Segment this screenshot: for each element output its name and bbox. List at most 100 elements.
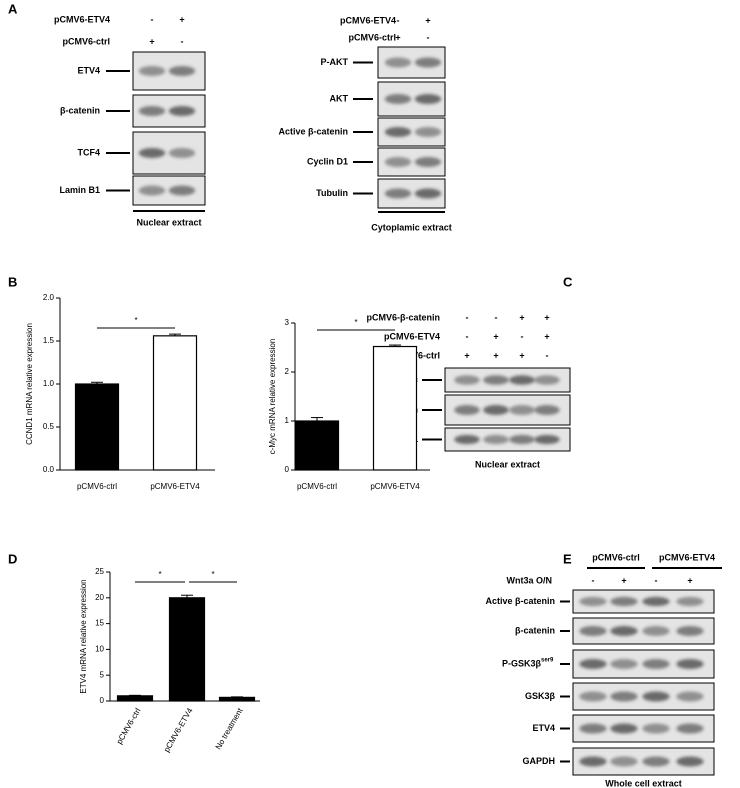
condition-label: pCMV6-ETV4 [54,14,110,24]
row-label: β-catenin [60,105,100,115]
x-tick-label: pCMV6-ETV4 [370,482,420,491]
blot-band [509,375,535,385]
condition-sign: - [655,575,658,585]
condition-sign: + [544,331,549,341]
blot-band [414,127,442,137]
row-label: P-AKT [321,57,349,67]
row-label: GSK3β [525,691,556,701]
bar [116,695,154,702]
blot-band [642,626,670,636]
y-axis-label: CCND1 mRNA relative expression [25,323,34,445]
row-label-superscript: ser9 [541,658,554,664]
blot-band [610,756,638,767]
y-tick-label: 0 [285,465,290,474]
row-label: β-catenin [515,625,555,635]
blot-band [509,434,535,445]
blot-band [579,596,607,607]
footer-label: Nuclear extract [475,459,540,469]
blot-band [534,434,560,445]
y-tick-label: 10 [95,645,104,654]
condition-label: pCMV6-ctrl [348,32,396,42]
y-tick-label: 2.0 [43,293,55,302]
y-axis-label: c-Myc mRNA relative expression [268,339,277,455]
footer-label: Nuclear extract [136,217,201,227]
condition-sign: + [149,36,154,46]
y-tick-label: 3 [285,318,290,327]
y-tick-label: 15 [95,619,104,628]
blot-band [138,148,166,158]
row-label: Tubulin [316,188,348,198]
condition-sign: + [493,331,498,341]
blot-band [168,66,196,76]
blot-band [610,691,638,702]
blot-band [168,185,196,196]
condition-sign: + [519,350,524,360]
condition-sign: - [397,15,400,25]
blot-band [384,94,412,104]
condition-sign: - [546,350,549,360]
x-tick-label: pCMV6-ctrl [77,482,117,491]
blot-band [579,756,607,767]
significance-star: * [158,570,161,579]
row-label: Cyclin D1 [307,156,348,166]
blot-band [642,596,670,607]
blot-band [676,723,704,734]
blot-band [138,185,166,196]
bar [74,383,120,471]
y-tick-label: 1.5 [43,336,55,345]
condition-sign: + [395,32,400,42]
blot-band [642,691,670,702]
blot-band [483,375,509,385]
blot-band [676,659,704,669]
condition-label: pCMV6-ETV4 [384,331,440,341]
blot-band [384,127,412,137]
condition-sign: - [181,36,184,46]
blot-band [579,659,607,669]
blot-band [454,434,480,445]
condition-label: Wnt3a O/N [506,575,552,585]
y-tick-label: 0.5 [43,422,55,431]
blot-band [138,66,166,76]
footer-label: Whole cell extract [605,778,682,788]
y-tick-label: 0 [100,696,105,705]
panel-label: D [8,551,17,566]
x-tick-label: pCMV6-ctrl [115,706,143,745]
row-label: AKT [330,93,349,103]
condition-sign: - [495,312,498,322]
panel-label: E [563,551,572,566]
blot-band [534,405,560,415]
blot-band [168,106,196,116]
condition-label: pCMV6-β-catenin [367,312,441,322]
condition-sign: - [427,32,430,42]
row-label: ETV4 [532,723,555,733]
significance-star: * [354,318,357,327]
group-label: pCMV6-ctrl [592,552,640,562]
row-label: GAPDH [522,756,555,766]
bar [372,345,418,471]
blot-band [454,405,480,415]
blot-band [676,691,704,702]
y-tick-label: 5 [100,670,105,679]
blot-band [642,723,670,734]
condition-sign: + [687,575,692,585]
blot-band [384,188,412,199]
blot-band [642,756,670,767]
y-tick-label: 1.0 [43,379,55,388]
panel-label: B [8,274,17,289]
row-label: Lamin B1 [59,185,100,195]
y-tick-label: 20 [95,593,104,602]
condition-sign: + [493,350,498,360]
blot-band [610,626,638,636]
bar [218,696,256,702]
blot-band [414,94,442,104]
blot-band [676,626,704,636]
row-label: ETV4 [77,65,100,75]
panel-label: C [563,274,573,289]
blot-band [676,756,704,767]
blot-band [579,626,607,636]
blot-band [384,157,412,167]
blot-band [384,57,412,68]
condition-sign: + [425,15,430,25]
significance-star: * [134,316,137,325]
blot-band [610,723,638,734]
